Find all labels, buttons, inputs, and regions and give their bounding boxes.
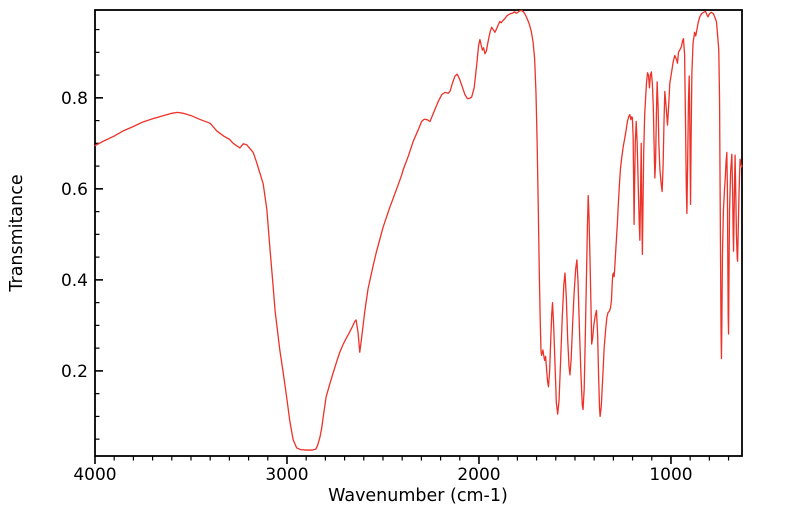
y-tick-label: 0.8 (61, 89, 88, 109)
plot-area: 4000 3000 2000 1000 0.2 0.4 0.6 0.8 (61, 9, 743, 485)
x-tick-label: 1000 (649, 465, 692, 485)
y-tick-label: 0.6 (61, 180, 88, 200)
x-tick-label: 3000 (265, 465, 308, 485)
plot-frame (94, 9, 743, 457)
y-tick-label: 0.2 (61, 362, 88, 382)
x-tick-label: 2000 (457, 465, 500, 485)
x-tick-label: 4000 (73, 465, 116, 485)
y-axis-title: Transmitance (7, 174, 27, 292)
x-axis-title: Wavenumber (cm-1) (328, 486, 508, 506)
spectrum-line (94, 9, 743, 451)
y-tick-label: 0.4 (61, 271, 88, 291)
